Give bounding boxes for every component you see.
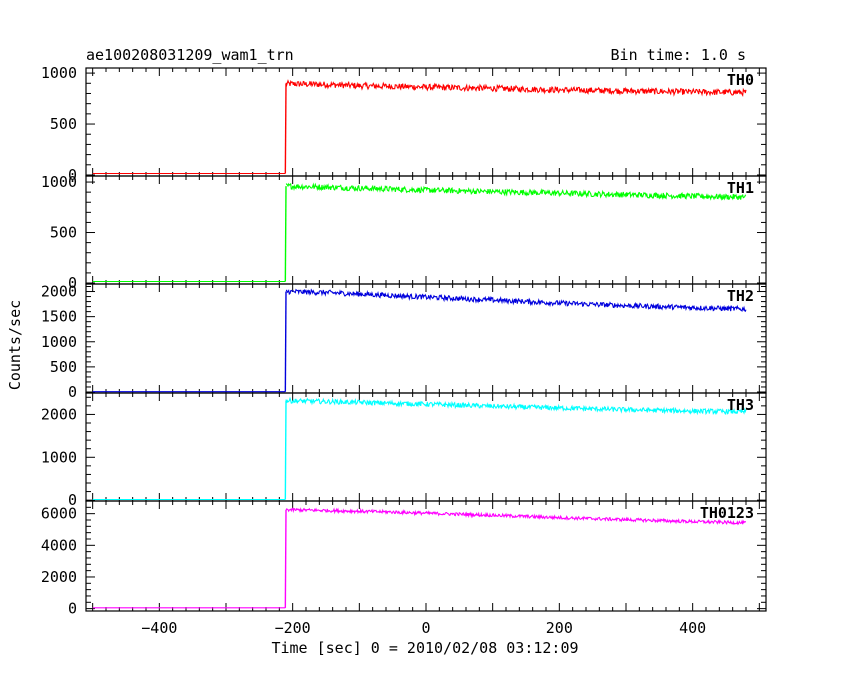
panel-frame [85,283,767,394]
y-tick-label: 2000 [41,568,77,586]
y-axis-label: Counts/sec [6,300,24,390]
y-tick-label: 2000 [41,283,77,301]
panel-frame [85,175,767,285]
series-line-th3 [285,396,747,416]
y-tick-label: 0 [68,383,77,401]
panel-th3: 0 1000 2000 TH3 [41,392,767,509]
y-tick-label: 0 [68,600,77,618]
panel-label: TH0123 [700,504,754,522]
y-tick-label: 1000 [41,64,77,82]
x-axis-label: Time [sec] 0 = 2010/02/08 03:12:09 [271,639,578,657]
panel-frame [85,67,767,177]
y-tick-label: 6000 [41,505,77,523]
panel-label: TH1 [727,179,754,197]
x-tick-label: −400 [141,619,177,637]
y-tick-label: 0 [68,166,77,184]
panel-th0123: 0 2000 4000 6000 TH0123 [41,500,767,618]
y-tick-label: 2000 [41,405,77,423]
series-jump-th1 [284,186,287,282]
y-tick-label: 1500 [41,308,77,326]
panel-th0: 0 500 1000 TH0 [41,64,767,184]
series-jump-th3 [284,400,287,500]
y-tick-label: 1000 [41,173,77,191]
series-line-th1 [285,182,747,201]
series-line-th0123 [285,507,746,526]
series-jump-th2 [284,291,287,392]
panel-th2: 0 500 1000 1500 2000 TH2 [41,283,767,401]
y-tick-label: 500 [50,224,77,242]
y-tick-label: 4000 [41,536,77,554]
panel-label: TH3 [727,396,754,414]
x-tick-label: 400 [679,619,706,637]
series-line-th0 [285,79,747,98]
y-tick-label: 500 [50,115,77,133]
panel-label: TH0 [727,71,754,89]
panel-th1: 0 500 1000 TH1 [41,173,767,292]
y-tick-label: 0 [68,274,77,292]
y-tick-label: 500 [50,358,77,376]
y-tick-label: 0 [68,491,77,509]
series-line-th2 [285,288,747,313]
series-jump-th0 [284,83,287,174]
chart-subtitle: Bin time: 1.0 s [611,46,746,64]
x-tick-label: 0 [421,619,430,637]
y-tick-label: 1000 [41,333,77,351]
panel-frame [85,500,767,612]
y-tick-label: 1000 [41,448,77,466]
panel-label: TH2 [727,287,754,305]
x-tick-label: 200 [546,619,573,637]
x-tick-label: −200 [275,619,311,637]
series-jump-th0123 [284,509,287,608]
chart-title: ae100208031209_wam1_trn [86,46,294,64]
